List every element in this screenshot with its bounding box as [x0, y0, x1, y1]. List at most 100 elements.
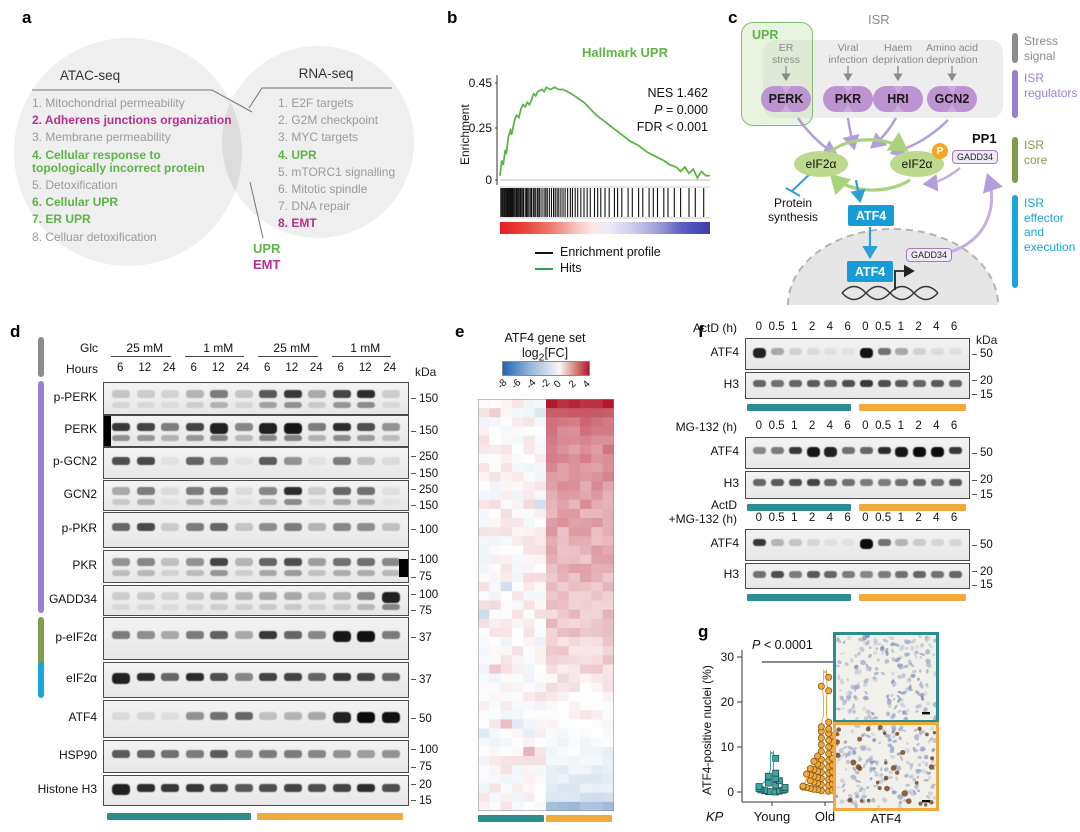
blot-band: [381, 712, 400, 724]
blot-band: [185, 558, 204, 567]
kda-marker: 15: [411, 795, 432, 807]
blot-band: [877, 348, 891, 356]
blot-row-label: Histone H3: [37, 781, 97, 796]
blot-band-2: [283, 402, 302, 409]
blot-band: [234, 673, 253, 682]
blot-band: [136, 712, 155, 721]
violin-ytick: 10: [721, 740, 735, 754]
blot-band: [112, 784, 131, 796]
blot-band: [210, 784, 229, 793]
blot-band: [308, 487, 327, 496]
blot-band-2: [136, 434, 155, 441]
time-lane-label: 0.5: [875, 512, 892, 524]
group-bar-orange: [257, 813, 403, 820]
blot-band: [806, 348, 820, 356]
blot-row-label: eIF2α: [66, 671, 97, 685]
atf4-positive-nucleus: [914, 781, 919, 785]
blot-band: [259, 558, 278, 567]
blot-box-histoneh3: [103, 775, 409, 806]
glc-group-underline: [258, 356, 318, 357]
blot-band: [136, 631, 155, 640]
old-datapoint: [814, 752, 822, 760]
atf4-positive-nucleus: [866, 798, 871, 803]
kda-marker: 100: [411, 589, 438, 601]
blot-band: [771, 479, 784, 487]
blot-row-label: GCN2: [63, 486, 97, 501]
blot-band: [234, 456, 253, 465]
blot-band-2: [381, 570, 400, 577]
blot-band-2: [259, 434, 278, 441]
blot-band: [381, 784, 400, 793]
blot-band-2: [234, 434, 253, 441]
blot-band: [842, 539, 855, 547]
blot-band: [185, 422, 204, 431]
blot-band: [877, 570, 891, 578]
old-datapoint: [825, 736, 833, 744]
old-datapoint: [825, 718, 833, 726]
eif2a-phospho-oval: eIF2α: [890, 151, 944, 177]
blot-band: [210, 456, 229, 465]
kp-label: KP: [706, 809, 724, 824]
time-lane-label: 6: [950, 321, 958, 333]
old-datapoint: [806, 765, 814, 773]
isr-side-bar-2: [1012, 137, 1018, 183]
atf4-positive-nucleus: [895, 731, 900, 736]
blot-band: [210, 631, 229, 640]
time-lane-label: 2: [915, 420, 922, 432]
isr-side-label-2: ISR core: [1024, 138, 1048, 167]
panel-d-side-bar-0: [38, 337, 44, 377]
blot-band: [357, 422, 376, 431]
panel-e: e ATF4 gene set log2[FC] -8 -6 -4 -2 0 2 4: [450, 315, 690, 832]
blot-band: [308, 592, 327, 601]
blot-band-2: [332, 570, 351, 577]
time-lane-label: 4: [933, 512, 940, 524]
time-lane-label: 6: [844, 321, 851, 333]
hours-lane-label: 12: [138, 362, 152, 374]
heatmap-scale-label: -8: [495, 377, 510, 392]
blot-band: [381, 456, 400, 465]
heatmap-scale-label: -4: [524, 377, 539, 392]
blot-band-2: [161, 434, 180, 441]
blot-row-label: ATF4: [710, 536, 739, 550]
panel-a: a ATAC-seq RNA-seq 1. Mitochondrial perm…: [0, 0, 440, 315]
gsea-pvalue: P = 0.000: [654, 103, 708, 117]
heatmap-subtitle: log2[FC]: [521, 346, 569, 364]
blot-band-2: [332, 603, 351, 610]
blot-band: [824, 570, 838, 578]
blot-band: [259, 456, 278, 465]
atf4-positive-nucleus: [917, 726, 922, 731]
blot-band-2: [381, 402, 400, 409]
heatmap-colorbar: [502, 361, 590, 376]
treatment-label: ActD +MG-132 (h): [668, 498, 737, 526]
blot-box-h3: [745, 563, 970, 589]
blot-band: [788, 570, 802, 578]
glc-group-label: 25 mM: [126, 341, 164, 355]
hours-lane-label: 12: [211, 362, 225, 374]
blot-band-2: [283, 570, 302, 577]
blot-band: [210, 750, 229, 759]
group-bar-teal: [747, 404, 851, 411]
blot-row-label: p-PERK: [53, 389, 97, 404]
blot-band: [824, 539, 838, 547]
blot-band: [259, 712, 278, 721]
blot-band: [283, 487, 302, 496]
protein-synthesis-label: Protein synthesis: [768, 196, 819, 224]
blot-band: [283, 673, 302, 682]
glc-group-label: 1 mM: [350, 341, 381, 355]
blot-band-2: [308, 402, 327, 409]
blot-band: [381, 487, 400, 496]
blot-band: [210, 523, 229, 532]
blot-band: [357, 558, 376, 567]
kda-marker: 75: [411, 761, 432, 773]
blot-box-pperk: [103, 382, 409, 415]
blot-band-2: [259, 603, 278, 610]
time-lane-label: 1: [791, 321, 798, 333]
old-datapoint: [817, 734, 825, 742]
list-item: 7. DNA repair: [278, 199, 351, 214]
blot-band: [136, 456, 155, 465]
blot-band: [332, 673, 351, 682]
atf4-positive-nucleus: [905, 798, 912, 804]
old-datapoint: [825, 743, 833, 751]
old-datapoint: [810, 757, 818, 765]
list-item: 1. Mitochondrial permeability: [32, 96, 185, 110]
